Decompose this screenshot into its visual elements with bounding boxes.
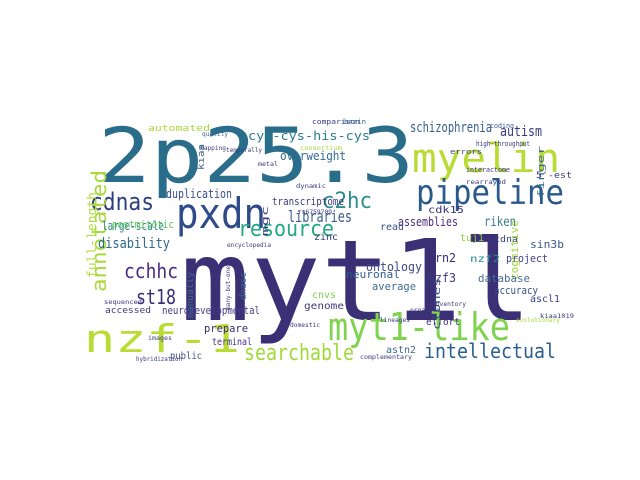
word-pipeline: pipeline (416, 173, 564, 213)
word-full-length: full-length (85, 192, 99, 278)
word-nzf3: nzf3 (428, 271, 456, 285)
word-searchable: searchable (244, 341, 354, 366)
word-manually: manually (186, 271, 196, 318)
word-mapping: mapping (200, 145, 226, 152)
word-kiaa: kiaa (197, 144, 207, 170)
word-libraries: libraries (288, 207, 352, 226)
word-hybridization: hybridization (136, 356, 182, 363)
word-postmitotic: postmitotic (112, 218, 174, 231)
word-autism: autism (500, 124, 542, 140)
word-large-scale: large-scale (102, 219, 164, 233)
word-cdnas: cdnas (90, 188, 154, 216)
word-sin3b: sin3b (530, 238, 564, 251)
word-genome: genome (304, 301, 344, 312)
word-metal: metal (258, 161, 278, 168)
word-interactome: interactome (466, 166, 510, 174)
word-finger: finger (537, 145, 547, 198)
word-coding: coding (490, 122, 514, 130)
word-dnasc: dnasc (239, 272, 249, 300)
word-astn2: astn2 (386, 345, 416, 356)
word-tuj1: tuj1 (460, 233, 484, 244)
word-terminal: terminal (212, 337, 252, 348)
word-cdk15: cdk15 (428, 205, 464, 216)
word-schizophrenia: schizophrenia (410, 120, 492, 136)
word-mgc: mgc (261, 206, 271, 236)
word-dynamic: dynamic (296, 183, 326, 190)
word-temporally: temporally (226, 147, 262, 154)
word-clones: clones (432, 278, 443, 330)
word-riken: riken (484, 215, 516, 230)
word-automated: automated (148, 124, 210, 134)
word-assemblies: assemblies (398, 215, 458, 229)
word-resource: resource (238, 217, 334, 242)
word-domestic: domestic (290, 322, 320, 329)
word-read: read (380, 222, 404, 233)
word-intellectual: intellectual (424, 339, 556, 363)
word-consortium: consortium (300, 145, 342, 152)
word-disability: disability (98, 236, 170, 252)
word-sequenced: sequenced (104, 299, 142, 306)
word-rearrayed: rearrayed (466, 179, 506, 186)
word-transcriptome: transcriptome (272, 195, 344, 208)
word-neurodevelopmental: neurodevelopmental (162, 304, 260, 317)
word-accessed: accessed (105, 306, 151, 316)
word-quality: quality (202, 131, 228, 138)
word-public: public (170, 351, 202, 362)
word-overweight: overweight (280, 149, 346, 163)
word-kiaa1019: kiaa1019 (540, 313, 574, 320)
word-comparison: comparison (312, 118, 360, 126)
word-evolutionary: evolutionary (516, 317, 560, 324)
word-c2hc: c2hc (322, 189, 372, 214)
word-errors: errors (450, 148, 482, 156)
word-annotated: annotated (87, 170, 111, 292)
word-cys-cys-his-cys: cys-cys-his-cys (248, 129, 370, 143)
word-inventory: inventory (432, 301, 466, 308)
word-brn2: brn2 (428, 251, 456, 265)
word-cognitive: cognitive (508, 220, 521, 280)
word-cnvs: cnvs (312, 290, 336, 301)
word-duplication: duplication (166, 187, 232, 201)
word-complementary: complementary (360, 354, 412, 361)
word-cchhc: cchhc (124, 259, 178, 283)
word-average: average (372, 280, 416, 293)
word-neuronal: neuronal (346, 268, 400, 281)
word-encyclopedia: encyclopedia (227, 242, 271, 249)
word-organism: organism (410, 307, 440, 314)
word-many-but-one: many-but-one (225, 266, 232, 310)
word-prepare: prepare (204, 322, 248, 335)
word-ascl1: ascl1 (530, 294, 560, 305)
word-myelin: myelin (412, 136, 560, 182)
word-project: project (506, 252, 548, 265)
word-2p25-3: 2p25.3 (98, 111, 414, 200)
word-st18: st18 (136, 285, 176, 309)
word-nzf-1: nzf-1 (84, 317, 240, 361)
word-cdna: cdna (494, 235, 518, 245)
word-accuracy: accuracy (494, 284, 538, 297)
word-pxdn: pxdn (176, 189, 266, 238)
word-zinc: zinc (314, 232, 338, 243)
word-myt1l: myt1l (180, 217, 532, 347)
word-nzf2: nzf2 (470, 254, 500, 265)
word-images: images (148, 335, 172, 342)
word-ontology: ontology (366, 260, 422, 274)
word-rs6759709: rs6759709 (298, 209, 332, 216)
word-5-est: 5'-est (536, 171, 572, 181)
word-lineages: lineages (380, 317, 410, 324)
word-effort: effort (426, 317, 460, 328)
word-brain: brain (344, 118, 366, 126)
word-high-throughput: high-throughput (476, 140, 530, 148)
word-database: database (478, 272, 530, 285)
word-myt1-like: myt1-like (328, 305, 510, 349)
